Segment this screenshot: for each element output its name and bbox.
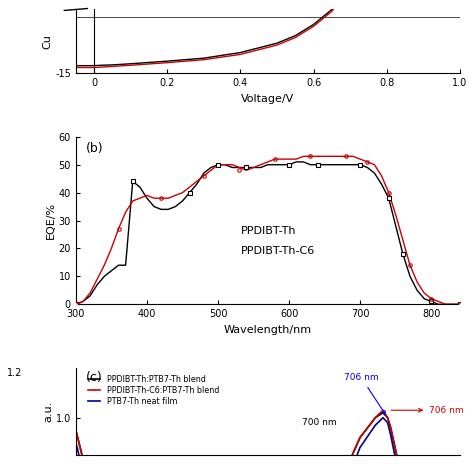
Y-axis label: a.u.: a.u. <box>43 401 53 422</box>
Text: 700 nm: 700 nm <box>302 418 337 427</box>
Text: (c): (c) <box>85 371 102 383</box>
Text: PPDIBT-Th-C6: PPDIBT-Th-C6 <box>241 246 315 256</box>
X-axis label: Voltage/V: Voltage/V <box>241 93 294 103</box>
Legend: PPDIBT-Th:PTB7-Th blend, PPDIBT-Th-C6:PTB7-Th blend, PTB7-Th neat film: PPDIBT-Th:PTB7-Th blend, PPDIBT-Th-C6:PT… <box>88 374 220 406</box>
Text: 706 nm: 706 nm <box>344 374 385 414</box>
Text: (b): (b) <box>85 142 103 155</box>
Text: 706 nm: 706 nm <box>391 406 464 415</box>
Y-axis label: EQE/%: EQE/% <box>46 202 56 239</box>
Text: 1.2: 1.2 <box>7 368 22 378</box>
Y-axis label: Cu: Cu <box>42 34 52 49</box>
Text: PPDIBT-Th: PPDIBT-Th <box>241 226 296 236</box>
X-axis label: Wavelength/nm: Wavelength/nm <box>224 325 312 335</box>
